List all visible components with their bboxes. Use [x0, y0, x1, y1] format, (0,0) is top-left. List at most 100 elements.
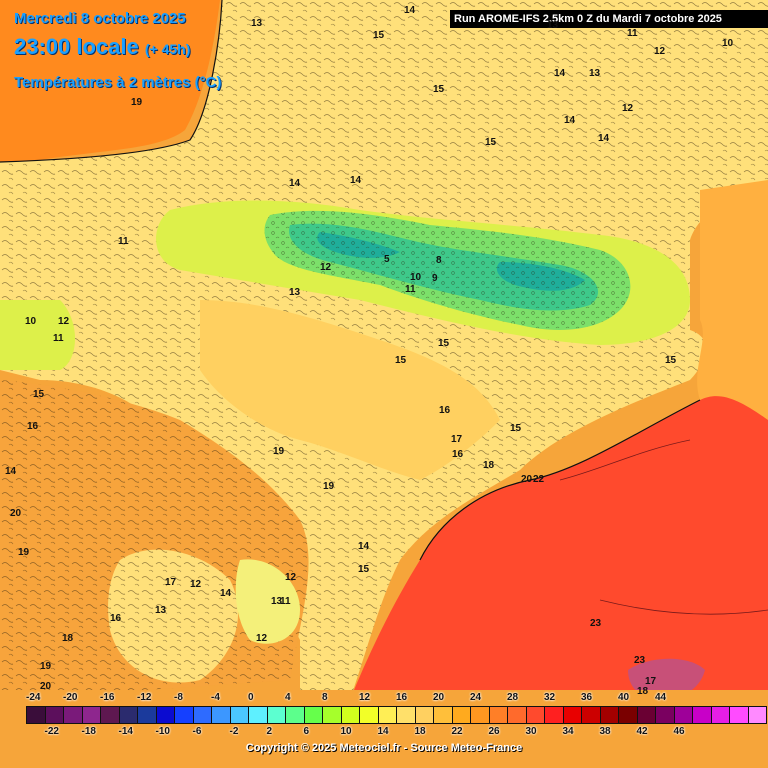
- legend-bottom-label: 10: [340, 726, 352, 737]
- map-label: 9: [432, 273, 438, 284]
- legend-swatch: [470, 706, 490, 724]
- legend-swatch: [525, 706, 545, 724]
- legend-swatch: [433, 706, 453, 724]
- legend-top-label: 4: [285, 692, 291, 703]
- mediterranean-sea: [350, 396, 768, 700]
- legend-bottom-label: 38: [599, 726, 611, 737]
- map-label: 14: [404, 5, 416, 16]
- legend-swatch: [155, 706, 175, 724]
- legend-swatch: [340, 706, 360, 724]
- map-label: 17: [165, 577, 177, 588]
- legend-top-label: 28: [507, 692, 519, 703]
- legend-swatch: [359, 706, 379, 724]
- map-label: 14: [564, 115, 576, 126]
- map-label: 12: [190, 579, 202, 590]
- forecast-time-label: 23:00 locale: [14, 34, 139, 59]
- mallorca: [628, 658, 705, 700]
- map-label: 14: [350, 175, 362, 186]
- legend-top-label: 44: [655, 692, 667, 703]
- legend-swatch: [229, 706, 249, 724]
- map-label: 18: [62, 633, 74, 644]
- map-label: 12: [320, 262, 332, 273]
- copyright: Copyright © 2025 Meteociel.fr - Source M…: [245, 742, 523, 754]
- legend-swatch: [81, 706, 101, 724]
- map-label: 18: [483, 460, 495, 471]
- biscay-sea: [0, 0, 220, 162]
- legend-bottom-label: -22: [44, 726, 59, 737]
- map-label: 23: [590, 618, 602, 629]
- legend-top-label: 32: [544, 692, 556, 703]
- legend-bottom-label: 42: [636, 726, 648, 737]
- map-label: 12: [58, 316, 70, 327]
- map-label: 16: [27, 421, 39, 432]
- map-label: 14: [598, 133, 610, 144]
- legend-bottom-label: 22: [451, 726, 463, 737]
- map-label: 13: [589, 68, 601, 79]
- map-label: 10: [722, 38, 734, 49]
- map-label: 14: [358, 541, 370, 552]
- map-label: 20: [10, 508, 22, 519]
- legend-bottom-label: 34: [562, 726, 574, 737]
- map-label: 15: [373, 30, 385, 41]
- legend-swatch: [396, 706, 416, 724]
- legend-swatch: [118, 706, 138, 724]
- map-label: 19: [273, 446, 285, 457]
- legend-swatch: [599, 706, 619, 724]
- map-label: 15: [433, 84, 445, 95]
- legend-swatch: [414, 706, 434, 724]
- legend-bottom-label: 2: [266, 726, 273, 737]
- legend-bottom-label: 14: [377, 726, 389, 737]
- forecast-date: Mercredi 8 octobre 2025: [14, 10, 186, 27]
- map-label: 15: [665, 355, 677, 366]
- map-label: 15: [395, 355, 407, 366]
- legend-swatch: [174, 706, 194, 724]
- map-label: 11: [405, 284, 416, 295]
- legend-swatch: [137, 706, 157, 724]
- legend-swatch: [451, 706, 471, 724]
- legend-swatch: [710, 706, 730, 724]
- variable-title: Températures à 2 mètres (°C): [14, 74, 222, 91]
- legend-swatch: [655, 706, 675, 724]
- legend-swatch: [100, 706, 120, 724]
- map-label: 13: [271, 596, 283, 607]
- map-label: 15: [485, 137, 497, 148]
- map-label: 14: [220, 588, 232, 599]
- map-label: 15: [33, 389, 45, 400]
- legend-swatch: [618, 706, 638, 724]
- map-label: 12: [654, 46, 666, 57]
- legend-swatch: [211, 706, 231, 724]
- legend-bottom-label: -2: [229, 726, 239, 737]
- map-label: 19: [18, 547, 30, 558]
- legend-swatch: [692, 706, 712, 724]
- legend-swatch: [285, 706, 305, 724]
- legend-top-label: 36: [581, 692, 593, 703]
- forecast-offset: (+ 45h): [144, 41, 191, 57]
- map-label: 19: [131, 97, 143, 108]
- map-label: 13: [155, 605, 167, 616]
- legend-swatch: [266, 706, 286, 724]
- map-label: 22: [533, 474, 545, 485]
- map-label: 14: [289, 178, 301, 189]
- legend-top-label: 16: [396, 692, 408, 703]
- legend-swatch: [636, 706, 656, 724]
- legend-bottom-label: -18: [81, 726, 96, 737]
- map-label: 15: [358, 564, 370, 575]
- map-label: 13: [251, 18, 263, 29]
- legend-swatch: [488, 706, 508, 724]
- map-label: 20: [40, 681, 52, 692]
- legend-top-label: -20: [63, 692, 78, 703]
- legend-swatch: [322, 706, 342, 724]
- legend-top-label: 24: [470, 692, 482, 703]
- legend-top-label: 0: [248, 692, 254, 703]
- legend-swatch: [44, 706, 64, 724]
- map-label: 15: [510, 423, 522, 434]
- map-label: 11: [280, 596, 291, 607]
- map-label: 10: [25, 316, 37, 327]
- legend-swatch: [26, 706, 46, 724]
- legend-swatch: [544, 706, 564, 724]
- legend-bottom-label: 18: [414, 726, 426, 737]
- legend-swatch: [581, 706, 601, 724]
- map-label: 16: [439, 405, 451, 416]
- legend-bottom-label: 30: [525, 726, 537, 737]
